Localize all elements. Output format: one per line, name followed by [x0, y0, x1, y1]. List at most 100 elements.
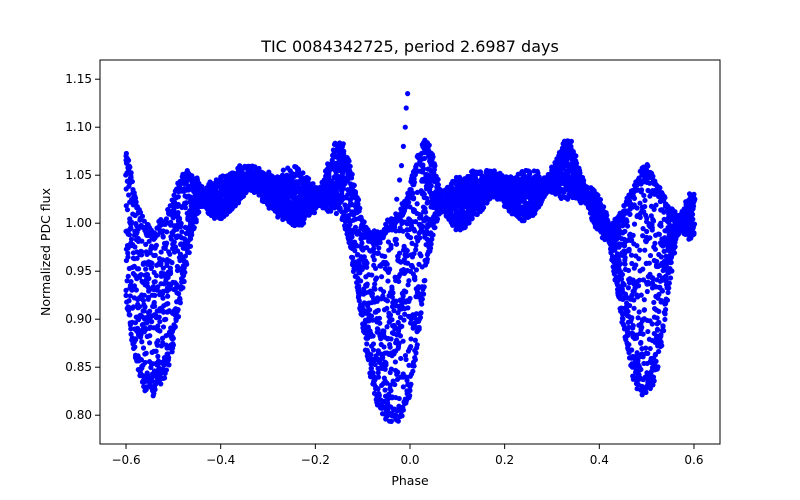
data-point: [414, 342, 420, 348]
data-point: [351, 182, 357, 188]
data-point: [170, 215, 176, 221]
data-point: [123, 150, 129, 157]
data-point: [338, 209, 345, 215]
data-point: [395, 345, 401, 351]
data-point: [422, 209, 429, 215]
data-point: [146, 238, 152, 244]
data-point: [140, 345, 147, 351]
data-point: [151, 299, 157, 306]
data-point: [138, 271, 144, 278]
data-point: [386, 267, 393, 273]
data-point: [364, 283, 370, 289]
data-point: [400, 384, 406, 390]
data-point: [419, 301, 425, 307]
data-point: [175, 201, 181, 208]
data-point: [191, 225, 197, 231]
data-point: [129, 178, 135, 185]
data-point: [133, 287, 139, 293]
data-point: [148, 265, 154, 271]
data-point: [384, 298, 391, 304]
data-point: [180, 285, 186, 291]
data-point: [349, 171, 355, 177]
data-point: [137, 217, 143, 223]
data-point: [403, 289, 409, 295]
data-point: [411, 363, 417, 369]
data-point: [142, 304, 148, 310]
data-point: [367, 307, 373, 313]
data-point: [377, 240, 383, 246]
data-point: [175, 209, 181, 216]
data-point: [395, 418, 401, 424]
data-point: [153, 242, 160, 249]
data-point: [144, 271, 151, 278]
data-point: [128, 236, 135, 242]
data-point: [428, 183, 434, 189]
data-point: [155, 353, 161, 359]
data-point: [151, 279, 157, 285]
data-point: [408, 343, 414, 350]
data-point: [430, 232, 436, 238]
data-point: [397, 333, 404, 339]
data-point: [144, 384, 150, 390]
data-point: [176, 291, 182, 297]
data-point: [389, 317, 395, 323]
data-point: [152, 292, 158, 298]
data-point: [160, 257, 166, 263]
data-point: [369, 291, 375, 297]
data-point: [126, 298, 132, 304]
data-point: [372, 281, 378, 287]
data-point: [412, 337, 418, 343]
data-point: [411, 179, 418, 185]
data-point: [148, 245, 154, 251]
data-point: [132, 244, 138, 250]
data-point: [347, 163, 353, 169]
data-point: [412, 277, 418, 283]
data-point: [419, 296, 425, 302]
data-point: [138, 332, 144, 338]
data-point: [156, 314, 162, 320]
data-point: [128, 219, 135, 225]
data-point: [142, 351, 148, 357]
data-point: [139, 213, 146, 219]
data-point: [158, 381, 164, 387]
data-point: [163, 216, 170, 222]
data-point: [163, 316, 169, 322]
data-point: [186, 187, 192, 193]
data-point: [160, 234, 166, 240]
data-point: [187, 236, 193, 242]
data-point: [373, 275, 380, 281]
data-point: [141, 218, 147, 224]
data-point: [393, 241, 400, 247]
data-point: [182, 269, 188, 275]
data-point: [126, 192, 132, 198]
data-point: [175, 194, 181, 200]
data-point: [434, 216, 441, 222]
data-point: [161, 375, 168, 381]
data-point: [375, 374, 382, 380]
data-point: [152, 386, 158, 393]
data-point: [388, 242, 394, 248]
data-point: [413, 350, 419, 356]
data-point: [147, 250, 153, 256]
data-point: [396, 395, 402, 402]
data-point: [413, 267, 419, 273]
data-point: [339, 144, 345, 150]
data-point: [158, 249, 164, 255]
data-point: [364, 260, 370, 266]
data-point: [123, 287, 129, 293]
data-point: [420, 291, 427, 297]
data-point: [300, 220, 307, 226]
data-point: [147, 333, 153, 339]
data-point: [407, 387, 413, 394]
data-point: [141, 308, 147, 314]
data-point: [168, 219, 174, 225]
data-point: [408, 263, 414, 269]
data-point: [137, 209, 144, 216]
data-point: [404, 248, 410, 254]
data-point: [196, 209, 202, 215]
data-point: [388, 336, 394, 342]
data-point: [422, 277, 428, 284]
data-point: [408, 381, 414, 387]
data-point: [148, 227, 154, 233]
